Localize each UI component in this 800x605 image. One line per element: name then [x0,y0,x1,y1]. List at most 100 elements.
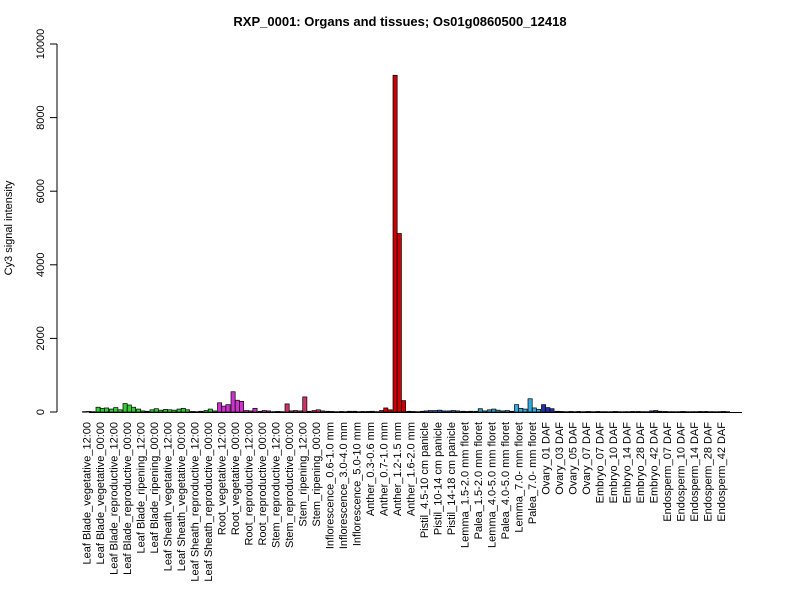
bar [144,410,150,413]
bar [365,411,371,413]
x-tick-label: Embryo_10 DAF [608,422,620,504]
x-tick-label: Anther_1.2-1.5 mm [392,422,404,516]
x-tick-label: Leaf Sheath_vegetative_12:00 [162,422,174,571]
x-tick-label: Embryo_07 DAF [594,422,606,504]
bar [585,411,591,413]
bar [536,409,541,413]
bar [558,411,564,413]
x-tick-label: Endosperm_10 DAF [675,422,687,522]
bar [549,408,555,413]
bar [514,404,520,413]
bar [387,409,393,413]
bar [653,410,659,413]
bar [464,411,470,413]
x-tick-label: Lemma_1.5-2.0 mm floret [459,422,471,548]
y-tick-label: 2000 [35,326,47,350]
x-tick-label: Stem_reproductive_00:00 [284,422,296,548]
x-tick-label: Leaf Blade_ripening_12:00 [135,422,147,554]
bar [455,410,460,413]
x-tick-label: Inflorescence_0.6-1.0 mm [324,422,336,549]
bar [360,411,366,413]
bar [329,411,335,413]
bar [441,410,447,413]
bar [545,407,551,413]
x-tick-label: Root_reproductive_00:00 [257,422,269,546]
bar [203,410,209,413]
bar [325,410,331,413]
bar [298,410,304,413]
bar [703,411,709,413]
bar [568,411,574,413]
bar [221,405,227,413]
chart-title: RXP_0001: Organs and tissues; Os01g08605… [233,14,566,29]
x-tick-label: Inflorescence_3.0-4.0 mm [338,422,350,549]
bar [113,407,119,413]
bar [662,411,668,413]
bar [306,410,312,413]
bar [302,396,308,413]
bar [649,410,655,413]
bar [460,410,466,413]
bar [198,410,204,413]
x-tick-label: Anther_1.6-2.0 mm [405,422,417,516]
x-tick-label: Ovary_05 DAF [567,422,579,495]
bar [410,411,416,413]
x-tick-label: Leaf Blade_vegetative_12:00 [81,422,93,565]
y-tick-label: 10000 [35,29,47,60]
bar [473,410,479,413]
bar [406,410,412,413]
x-tick-label: Stem_ripening_12:00 [297,422,309,527]
x-tick-label: Stem_reproductive_12:00 [270,422,282,548]
x-axis: Leaf Blade_vegetative_12:00 Leaf Blade_ve… [81,412,742,582]
bar [630,411,636,413]
bar [487,409,493,413]
bar [126,404,132,413]
x-tick-label: Pistil_14-18 cm panicle [446,422,458,535]
bar [86,411,92,413]
bar [433,410,439,413]
bar [541,404,547,413]
bar [311,410,317,413]
x-tick-label: Stem_ripening_00:00 [311,422,323,527]
x-tick-label: Palea_7.0- mm floret [527,422,539,524]
x-tick-label: Root_vegetative_12:00 [216,422,228,535]
bar [720,411,726,413]
bar [352,410,358,413]
bar [217,402,223,413]
bar [230,391,236,413]
bar [117,409,123,413]
bar [595,411,601,413]
bar [99,407,105,413]
bar [131,406,136,413]
bar [531,407,537,413]
x-tick-label: Leaf Sheath_reproductive_00:00 [203,422,215,582]
bar [482,410,487,413]
y-tick-label: 8000 [35,105,47,129]
bar [680,411,686,413]
bar [320,410,325,413]
x-tick-label: Pistil_10-14 cm panicle [432,422,444,535]
bar [392,74,398,413]
x-tick-label: Endosperm_14 DAF [689,422,701,522]
x-tick-label: Palea_4.0-5.0 mm floret [500,422,512,539]
x-tick-label: Leaf Sheath_vegetative_00:00 [176,422,188,571]
x-tick-label: Leaf Blade_vegetative_00:00 [95,422,107,565]
bar-series [82,74,730,413]
bar [149,409,155,413]
bar [190,411,196,413]
bar [239,400,244,413]
bar [234,399,240,413]
y-axis: 0 2000 4000 6000 8000 10000 [35,29,58,415]
bar [509,410,514,413]
x-tick-label: Pistil_4.5-10 cm panicle [419,422,431,538]
bar [635,411,641,413]
bar [500,410,506,413]
bar [185,409,190,413]
bar [379,410,385,413]
bar [225,404,231,413]
x-tick-label: Embryo_14 DAF [621,422,633,504]
x-tick-label: Endosperm_07 DAF [662,422,674,522]
bar [266,410,271,413]
bar [207,408,213,413]
